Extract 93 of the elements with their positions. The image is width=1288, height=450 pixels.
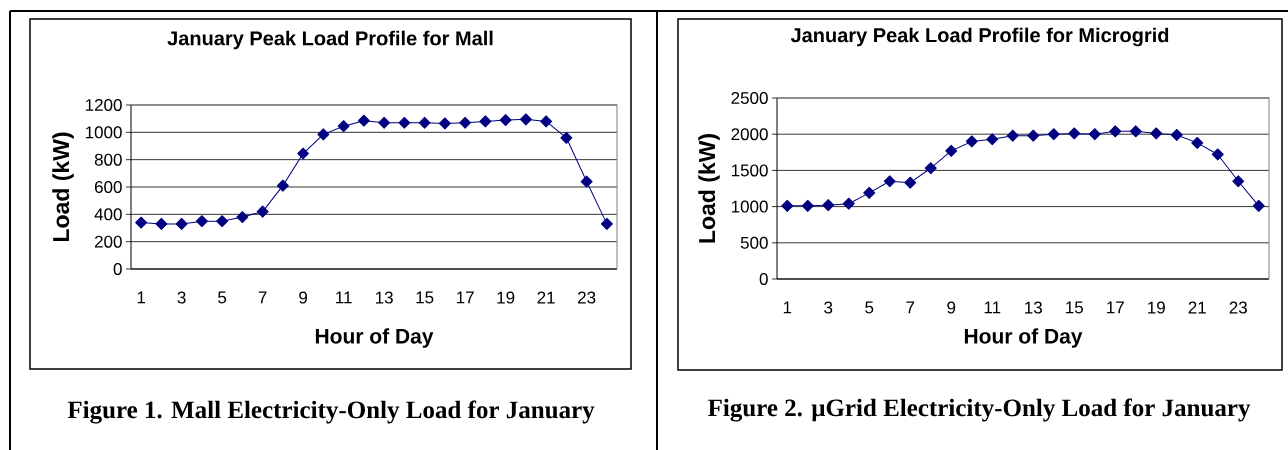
point [1252,199,1265,212]
point [479,115,492,128]
y-tick-label: 600 [94,180,122,194]
point [1027,129,1040,142]
point [1006,129,1019,142]
x-tick-label: 21 [1188,301,1206,314]
point [459,116,472,129]
x-axis-title: Hour of Day [315,328,434,348]
point [499,114,512,127]
y-tick-label: 2500 [731,91,768,105]
y-tick-label: 1000 [731,200,768,213]
caption: Figure 2. μGrid Electricity-Only Load for January [708,398,1251,422]
x-tick-label: 13 [375,291,393,304]
x-tick-label: 7 [906,301,915,314]
point [965,135,978,148]
point [1129,125,1142,138]
x-tick-label: 7 [258,291,267,304]
x-tick-label: 3 [824,301,833,314]
y-tick-label: 2000 [731,128,768,141]
x-tick-label: 15 [416,291,434,304]
x-tick-label: 1 [137,291,146,304]
point [378,116,391,129]
x-tick-label: 19 [1148,301,1165,314]
chart-title: January Peak Load Profile for Mall [167,30,493,50]
point [195,215,208,228]
point [216,215,229,228]
x-tick-label: 1 [783,301,792,314]
point [337,120,350,133]
point [1047,128,1060,141]
y-tick-label: 1500 [731,164,768,177]
point [256,205,269,218]
x-tick-label: 5 [865,301,874,314]
point [155,217,168,230]
y-tick-label: 0 [759,272,768,286]
point [580,175,593,188]
y-tick-label: 200 [94,235,122,248]
point [236,211,249,224]
point [1109,125,1122,138]
y-axis-title: Load (kW) [52,132,74,242]
y-tick-label: 0 [113,262,122,276]
point [801,199,814,212]
chart-title: January Peak Load Profile for Microgrid [790,27,1169,47]
x-tick-label: 5 [218,291,227,304]
caption: Figure 1. Mall Electricity-Only Load for January [67,400,595,424]
point [519,113,532,126]
y-tick-label: 500 [740,236,768,249]
x-tick-label: 13 [1025,301,1042,314]
x-tick-label: 11 [984,301,1001,314]
point [1068,127,1081,140]
x-tick-label: 9 [947,301,956,314]
x-tick-label: 11 [336,291,352,304]
point [842,197,855,210]
x-tick-label: 17 [1107,301,1124,314]
point [135,216,148,229]
point [781,199,794,212]
point [1211,148,1224,161]
point [1191,136,1204,149]
point [317,128,330,141]
x-tick-label: 3 [177,291,186,304]
point [1150,127,1163,140]
point [924,162,937,175]
x-tick-label: 9 [299,291,308,304]
point [560,131,573,144]
point [175,217,188,230]
x-tick-label: 19 [497,291,515,304]
point [945,144,958,157]
x-tick-label: 15 [1066,301,1083,314]
point [904,176,917,189]
point [398,116,411,129]
y-tick-label: 400 [94,208,122,221]
y-tick-label: 1000 [85,126,122,139]
x-tick-label: 23 [578,291,596,304]
y-tick-label: 1200 [85,98,122,112]
x-axis-title: Hour of Day [964,328,1083,348]
point [986,133,999,146]
point [863,186,876,199]
point [297,147,310,160]
point [600,217,613,230]
y-tick-label: 800 [94,153,122,166]
point [822,199,835,212]
point [1170,128,1183,141]
point [418,116,431,129]
point [1088,128,1101,141]
y-axis-title: Load (kW) [698,134,720,243]
x-tick-label: 23 [1229,301,1247,314]
point [438,117,451,130]
point [357,114,370,127]
x-tick-label: 21 [537,291,555,304]
point [883,175,896,188]
point [1232,175,1245,188]
x-tick-label: 17 [456,291,474,304]
point [276,179,289,192]
point [540,115,553,128]
